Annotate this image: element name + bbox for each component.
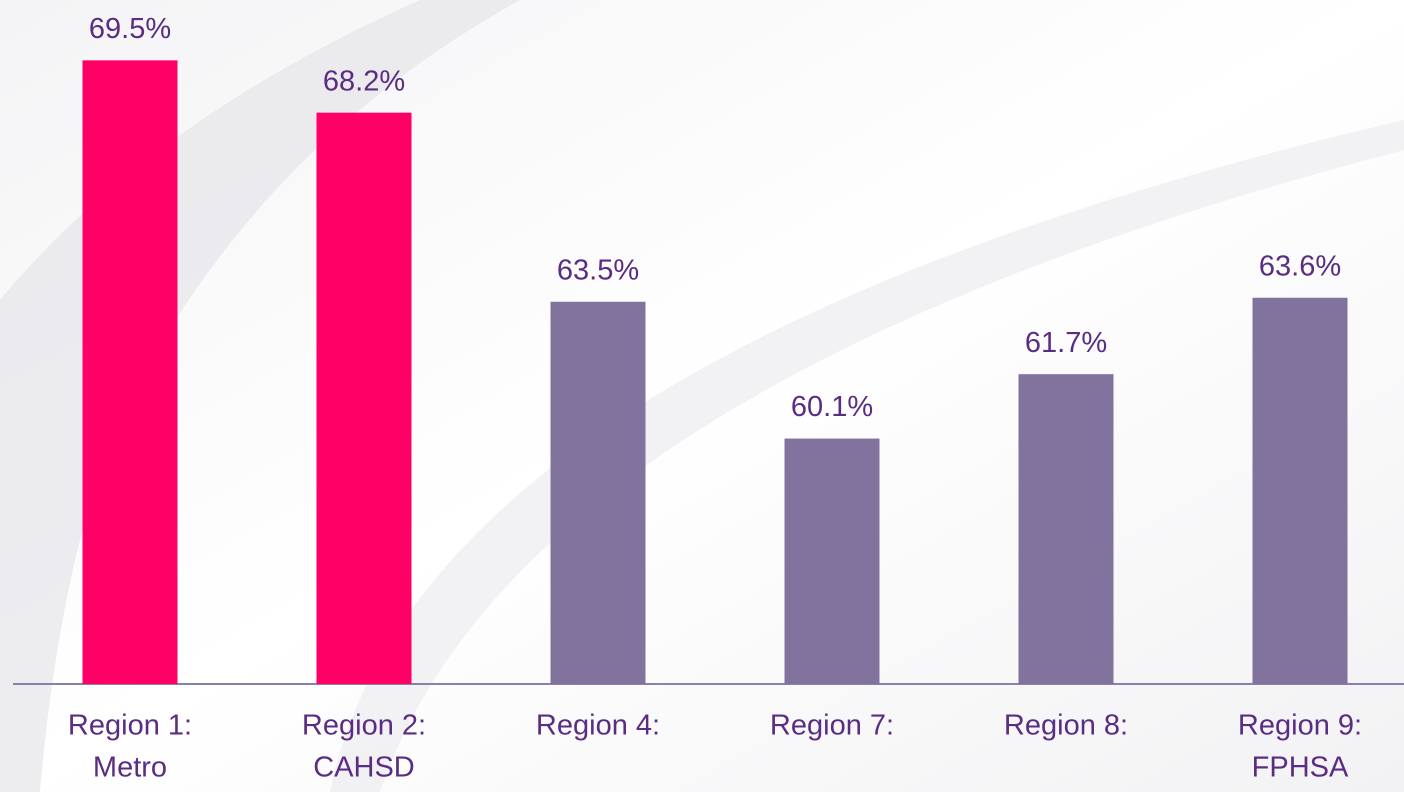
data-label: 63.6% [1259, 250, 1341, 282]
bar [1018, 374, 1114, 684]
data-label: 60.1% [791, 391, 873, 423]
bar [82, 60, 178, 684]
bar [1252, 297, 1348, 684]
data-label: 63.5% [557, 254, 639, 286]
data-label: 69.5% [89, 13, 171, 45]
bar [550, 301, 646, 684]
x-tick-label: Region 4: [536, 710, 660, 742]
data-label: 68.2% [323, 65, 405, 97]
x-tick-label: CAHSD [313, 752, 415, 784]
x-tick-label: Region 1: [68, 710, 192, 742]
x-tick-label: Region 8: [1004, 710, 1128, 742]
bar [784, 438, 880, 684]
x-tick-label: FPHSA [1252, 752, 1349, 784]
x-tick-label: Region 9: [1238, 710, 1362, 742]
x-tick-label: Region 2: [302, 710, 426, 742]
data-label: 61.7% [1025, 327, 1107, 359]
x-tick-label: Metro [93, 752, 167, 784]
bar [316, 112, 412, 685]
x-tick-label: Region 7: [770, 710, 894, 742]
